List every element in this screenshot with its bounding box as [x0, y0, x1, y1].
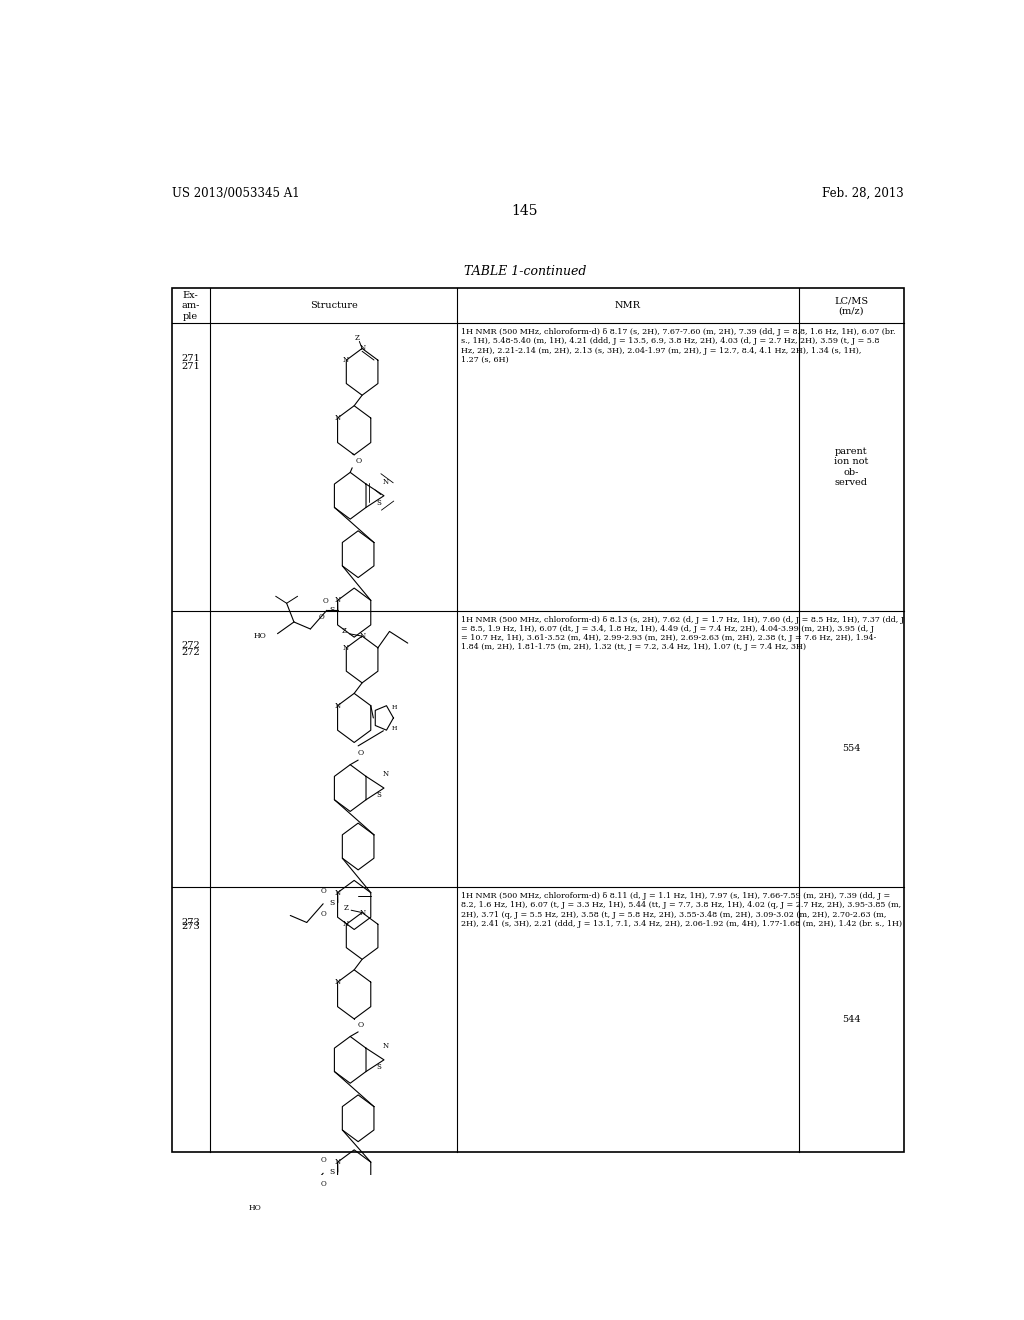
Text: Ex-
am-
ple: Ex- am- ple: [181, 290, 200, 321]
Text: N: N: [335, 978, 341, 986]
Text: 1H NMR (500 MHz, chloroform-d) δ 8.13 (s, 2H), 7.62 (d, J = 1.7 Hz, 1H), 7.60 (d: 1H NMR (500 MHz, chloroform-d) δ 8.13 (s…: [461, 615, 904, 651]
Text: LC/MS
(m/z): LC/MS (m/z): [835, 296, 868, 315]
Text: S: S: [330, 606, 335, 614]
Text: 273: 273: [181, 923, 200, 932]
Text: N: N: [359, 632, 366, 640]
Text: 145: 145: [512, 205, 538, 218]
Text: N: N: [342, 356, 348, 364]
Text: HO: HO: [249, 1204, 261, 1212]
Text: Z: Z: [354, 334, 359, 342]
Text: N: N: [335, 1158, 341, 1166]
Text: O: O: [357, 748, 364, 756]
Text: Structure: Structure: [309, 301, 357, 310]
Text: N: N: [383, 1041, 389, 1049]
Text: N: N: [359, 908, 366, 916]
Text: Feb. 28, 2013: Feb. 28, 2013: [822, 187, 904, 199]
Text: N: N: [335, 597, 341, 605]
Text: S: S: [330, 1168, 335, 1176]
Text: TABLE 1-continued: TABLE 1-continued: [464, 265, 586, 279]
Text: 271: 271: [181, 354, 200, 363]
Text: 544: 544: [842, 1015, 861, 1024]
Text: S: S: [376, 499, 381, 507]
Text: US 2013/0053345 A1: US 2013/0053345 A1: [172, 187, 299, 199]
Text: 272: 272: [181, 648, 200, 656]
Text: 271: 271: [181, 362, 200, 371]
Text: O: O: [321, 887, 326, 895]
Text: O: O: [321, 911, 326, 919]
Text: N: N: [383, 770, 389, 777]
Text: S: S: [330, 899, 335, 907]
Text: 1H NMR (500 MHz, chloroform-d) δ 8.11 (d, J = 1.1 Hz, 1H), 7.97 (s, 1H), 7.66-7.: 1H NMR (500 MHz, chloroform-d) δ 8.11 (d…: [461, 892, 902, 928]
Text: N: N: [335, 702, 341, 710]
Text: parent
ion not
ob-
served: parent ion not ob- served: [835, 446, 868, 487]
Text: H: H: [392, 705, 397, 710]
Text: N: N: [342, 920, 348, 928]
Text: Z: Z: [343, 904, 348, 912]
Text: HO: HO: [254, 632, 266, 640]
Text: N: N: [359, 345, 366, 352]
Text: N: N: [335, 414, 341, 422]
Text: Z: Z: [341, 627, 346, 635]
Text: S: S: [376, 791, 381, 799]
Text: NMR: NMR: [615, 301, 641, 310]
Text: O: O: [355, 457, 361, 465]
Text: O: O: [321, 1156, 326, 1164]
Text: 273: 273: [181, 917, 200, 927]
Text: N: N: [342, 644, 348, 652]
Text: 1H NMR (500 MHz, chloroform-d) δ 8.17 (s, 2H), 7.67-7.60 (m, 2H), 7.39 (dd, J = : 1H NMR (500 MHz, chloroform-d) δ 8.17 (s…: [461, 329, 896, 364]
Text: H: H: [392, 726, 397, 731]
Text: O: O: [318, 614, 325, 622]
Text: N: N: [383, 478, 389, 486]
Text: O: O: [321, 1180, 326, 1188]
Text: S: S: [376, 1063, 381, 1071]
Text: O: O: [357, 1020, 364, 1028]
Text: N: N: [335, 888, 341, 896]
Text: O: O: [323, 597, 328, 605]
Text: 272: 272: [181, 642, 200, 651]
Bar: [172, 289, 904, 1152]
Text: 554: 554: [842, 744, 860, 754]
